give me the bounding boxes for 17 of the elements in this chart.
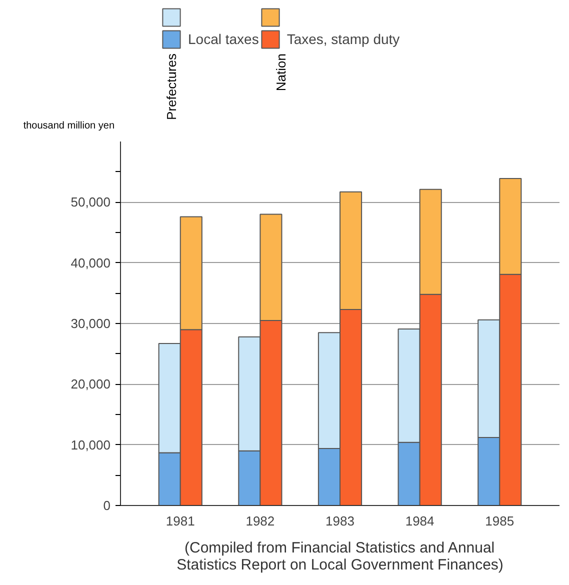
x-tick-label: 1982 — [246, 514, 275, 528]
x-tick-label: 1984 — [405, 514, 434, 528]
legend-label: Taxes, stamp duty — [286, 30, 400, 49]
text: Nation — [273, 54, 288, 92]
x-tick-label: 1985 — [485, 514, 514, 528]
y-tick-label: 0 — [103, 498, 111, 513]
x-tick-label: 1981 — [166, 514, 195, 528]
legend-label: Local taxes — [188, 30, 259, 49]
x-tick-label: 1983 — [326, 514, 354, 528]
y-tick-label: 20,000 — [70, 376, 111, 392]
y-tick-label: 10,000 — [70, 437, 111, 452]
y-tick-label: 30,000 — [70, 316, 111, 331]
text: Prefectures — [164, 53, 179, 120]
text: (Compiled from Financial Statistics and Annual Statistics Report on Local Government Finances) — [176, 540, 504, 574]
y-axis-title: thousand million yen — [23, 120, 115, 132]
y-tick-label: 40,000 — [70, 255, 111, 270]
y-tick-label: 50,000 — [70, 194, 111, 210]
